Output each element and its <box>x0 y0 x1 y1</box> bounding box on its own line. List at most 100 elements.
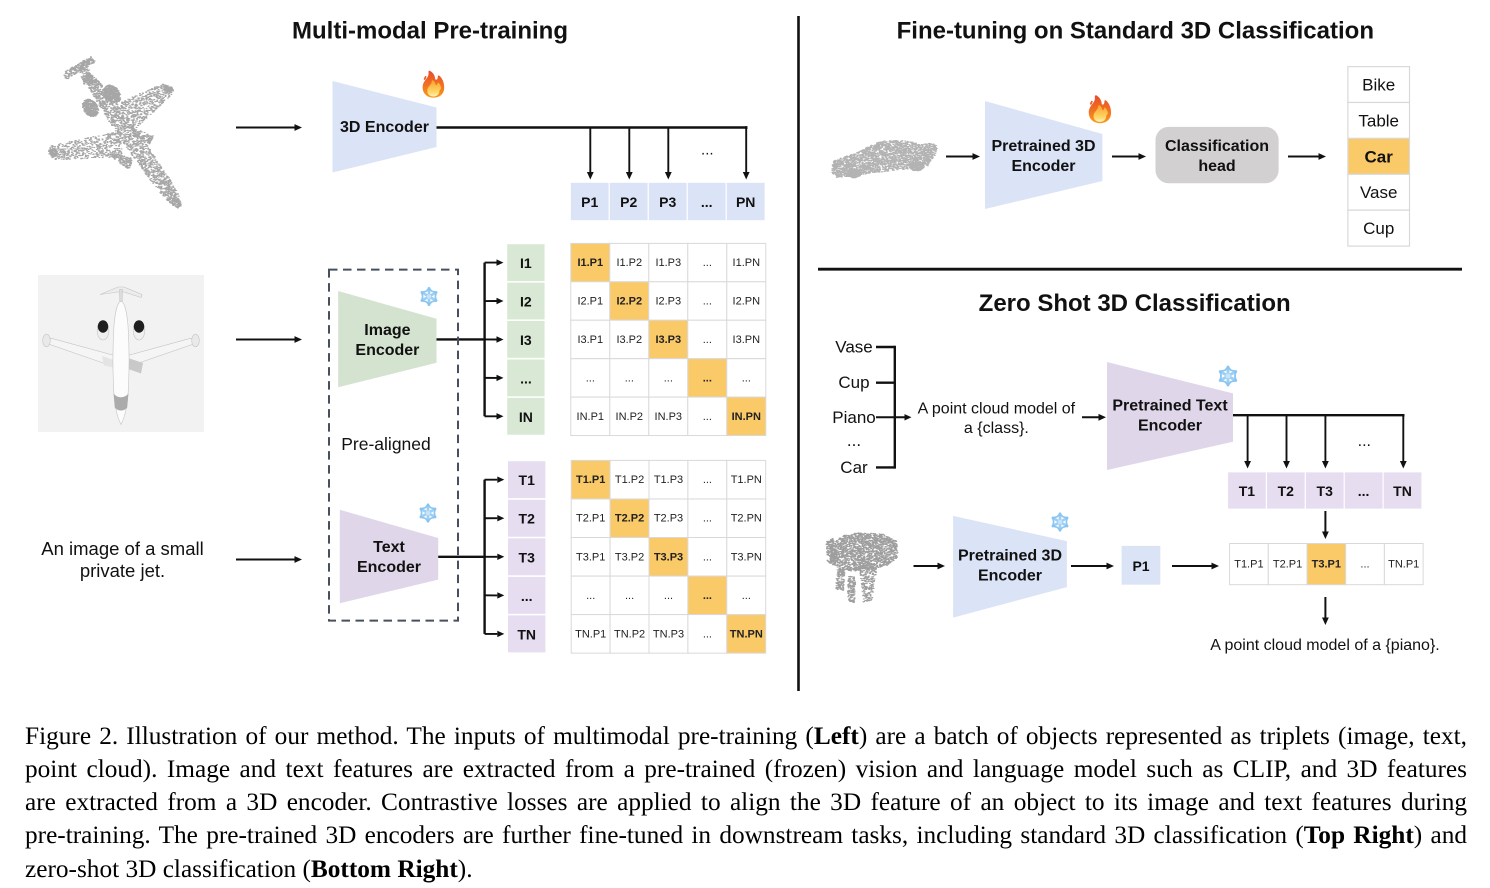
svg-text:T1.P2: T1.P2 <box>615 474 644 486</box>
svg-text:I3.P2: I3.P2 <box>616 334 642 346</box>
svg-text:3D Encoder: 3D Encoder <box>340 119 429 136</box>
svg-text:T2.PN: T2.PN <box>731 513 762 525</box>
svg-text:Car: Car <box>840 458 868 477</box>
svg-text:PN: PN <box>736 194 755 210</box>
svg-text:...: ... <box>701 142 714 159</box>
svg-text:...: ... <box>847 431 861 450</box>
svg-text:I3.P1: I3.P1 <box>577 334 603 346</box>
svg-text:...: ... <box>703 474 712 486</box>
svg-text:...: ... <box>664 590 673 602</box>
svg-text:T2.P1: T2.P1 <box>576 513 605 525</box>
svg-text:T1.PN: T1.PN <box>731 474 762 486</box>
svg-text:...: ... <box>625 590 634 602</box>
svg-text:T3: T3 <box>519 549 536 565</box>
svg-text:head: head <box>1198 158 1235 175</box>
svg-text:...: ... <box>520 370 532 386</box>
svg-text:I1.PN: I1.PN <box>733 257 761 269</box>
svg-text:I1.P3: I1.P3 <box>655 257 681 269</box>
svg-text:T1: T1 <box>519 472 536 488</box>
svg-text:T3.P1: T3.P1 <box>1312 559 1341 571</box>
svg-text:private jet.: private jet. <box>80 560 165 581</box>
svg-text:I2.P2: I2.P2 <box>616 296 642 308</box>
svg-text:I2: I2 <box>520 294 532 310</box>
svg-text:...: ... <box>586 590 595 602</box>
svg-text:Encoder: Encoder <box>978 568 1042 585</box>
svg-text:An image of a small: An image of a small <box>41 538 203 559</box>
svg-text:IN.P1: IN.P1 <box>577 411 605 423</box>
svg-text:I2.P3: I2.P3 <box>655 296 681 308</box>
svg-text:IN.PN: IN.PN <box>732 411 761 423</box>
svg-text:I1.P1: I1.P1 <box>577 257 603 269</box>
svg-text:T1.P3: T1.P3 <box>654 474 683 486</box>
svg-text:T2: T2 <box>519 511 536 527</box>
svg-text:A point cloud model of: A point cloud model of <box>918 401 1076 418</box>
svg-text:T3.P1: T3.P1 <box>576 551 605 563</box>
svg-text:IN.P2: IN.P2 <box>616 411 644 423</box>
svg-text:I2.P1: I2.P1 <box>577 296 603 308</box>
svg-text:Cup: Cup <box>838 373 869 392</box>
svg-text:...: ... <box>742 372 751 384</box>
svg-text:Pretrained Text: Pretrained Text <box>1112 398 1228 415</box>
svg-text:T3.P2: T3.P2 <box>615 551 644 563</box>
svg-text:Pre-aligned: Pre-aligned <box>341 434 431 454</box>
svg-text:TN.P3: TN.P3 <box>653 628 684 640</box>
svg-text:...: ... <box>521 588 533 604</box>
svg-text:TN.PN: TN.PN <box>730 628 763 640</box>
svg-text:T1.P1: T1.P1 <box>1234 559 1263 571</box>
svg-text:...: ... <box>1360 559 1369 571</box>
svg-text:P3: P3 <box>659 194 676 210</box>
svg-text:Classification: Classification <box>1165 138 1269 155</box>
svg-text:P1: P1 <box>1132 558 1149 574</box>
svg-text:Encoder: Encoder <box>357 559 421 576</box>
svg-text:TN.P1: TN.P1 <box>1388 559 1419 571</box>
svg-text:...: ... <box>703 296 712 308</box>
svg-text:I2.PN: I2.PN <box>733 296 761 308</box>
svg-text:...: ... <box>703 628 712 640</box>
svg-text:I3: I3 <box>520 332 532 348</box>
svg-text:a {class}.: a {class}. <box>964 420 1029 437</box>
svg-text:T1.P1: T1.P1 <box>576 474 605 486</box>
svg-text:Encoder: Encoder <box>1138 418 1202 435</box>
svg-text:T3.PN: T3.PN <box>731 551 762 563</box>
svg-text:Encoder: Encoder <box>355 342 419 359</box>
svg-text:Piano: Piano <box>832 408 875 427</box>
svg-text:T2.P2: T2.P2 <box>615 513 644 525</box>
svg-text:TN: TN <box>517 626 536 642</box>
svg-text:Cup: Cup <box>1363 219 1394 238</box>
svg-text:Car: Car <box>1365 147 1394 166</box>
svg-text:...: ... <box>703 551 712 563</box>
svg-text:Bike: Bike <box>1362 76 1395 95</box>
svg-text:T2.P3: T2.P3 <box>654 513 683 525</box>
svg-text:...: ... <box>703 372 712 384</box>
svg-text:Pretrained 3D: Pretrained 3D <box>958 548 1062 565</box>
svg-text:...: ... <box>1358 433 1371 450</box>
svg-text:...: ... <box>703 257 712 269</box>
svg-text:TN: TN <box>1393 483 1412 499</box>
svg-text:Encoder: Encoder <box>1011 158 1075 175</box>
svg-text:...: ... <box>703 590 712 602</box>
svg-text:TN.P1: TN.P1 <box>575 628 606 640</box>
svg-text:Pretrained 3D: Pretrained 3D <box>991 138 1095 155</box>
svg-text:I1: I1 <box>520 255 532 271</box>
svg-text:A point cloud model of a {pian: A point cloud model of a {piano}. <box>1210 637 1440 654</box>
svg-text:T2: T2 <box>1278 483 1295 499</box>
svg-text:Vase: Vase <box>835 338 873 357</box>
svg-text:...: ... <box>664 372 673 384</box>
svg-text:TN.P2: TN.P2 <box>614 628 645 640</box>
svg-text:Zero Shot 3D Classification: Zero Shot 3D Classification <box>979 290 1291 317</box>
svg-text:T3.P3: T3.P3 <box>654 551 683 563</box>
svg-text:I1.P2: I1.P2 <box>616 257 642 269</box>
svg-text:Table: Table <box>1358 112 1399 131</box>
svg-text:...: ... <box>1358 483 1370 499</box>
svg-text:...: ... <box>703 334 712 346</box>
svg-text:Vase: Vase <box>1360 183 1398 202</box>
svg-text:I3.PN: I3.PN <box>733 334 761 346</box>
svg-text:T1: T1 <box>1239 483 1256 499</box>
svg-text:T3: T3 <box>1317 483 1334 499</box>
svg-text:Fine-tuning on Standard 3D Cla: Fine-tuning on Standard 3D Classificatio… <box>897 18 1374 45</box>
svg-text:...: ... <box>742 590 751 602</box>
svg-text:I3.P3: I3.P3 <box>655 334 681 346</box>
svg-text:...: ... <box>625 372 634 384</box>
svg-text:Multi-modal Pre-training: Multi-modal Pre-training <box>292 18 568 45</box>
svg-text:Image: Image <box>364 322 410 339</box>
